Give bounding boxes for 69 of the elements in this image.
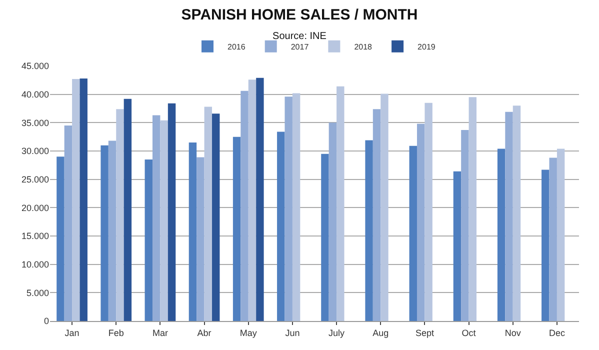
x-tick-label: Oct [462, 328, 476, 338]
bar [424, 102, 432, 321]
bar [72, 79, 80, 321]
y-tick-label: 20.000 [21, 202, 49, 213]
y-tick-label: 40.000 [21, 89, 49, 100]
legend-label: 2018 [354, 42, 373, 52]
bar [100, 145, 108, 321]
bar [277, 132, 285, 321]
y-tick-label: 25.000 [21, 174, 49, 184]
bar [232, 136, 241, 321]
x-tick-label: July [328, 328, 346, 338]
bar [453, 171, 462, 321]
y-tick-label: 5.000 [26, 288, 49, 298]
bar [365, 140, 373, 321]
chart-subtitle: Source: INE [272, 30, 327, 42]
bar [416, 124, 425, 321]
bar [497, 148, 506, 321]
x-tick-label: Jun [285, 328, 300, 338]
legend-label: 2019 [418, 42, 436, 52]
x-tick-label: Sept [415, 328, 434, 338]
bar [328, 122, 337, 321]
bar [160, 120, 168, 321]
bar [372, 109, 381, 321]
bar [256, 78, 264, 321]
chart-title: SPANISH HOME SALES / MONTH [181, 6, 418, 24]
x-tick-label: Jan [64, 328, 80, 338]
bar [56, 156, 64, 321]
bar [152, 115, 160, 321]
bar [336, 86, 344, 321]
x-tick-label: Dec [548, 328, 566, 338]
bar [144, 160, 152, 321]
bar [549, 158, 557, 321]
bar [196, 157, 204, 321]
bar [461, 130, 469, 321]
bar [64, 126, 72, 321]
bar [284, 96, 292, 321]
bar [321, 154, 329, 321]
y-tick-label: 35.000 [21, 118, 49, 128]
bar [116, 109, 124, 321]
bar [168, 103, 176, 321]
bar [468, 97, 477, 321]
bar [188, 142, 197, 321]
bar [248, 80, 256, 321]
bar [409, 146, 417, 321]
bar [556, 148, 565, 321]
x-tick-label: Mar [152, 328, 168, 338]
y-tick-label: 30.000 [21, 146, 49, 156]
legend-label: 2017 [290, 42, 310, 52]
bar [240, 90, 248, 321]
x-tick-label: Abr [197, 328, 212, 338]
y-tick-label: 10.000 [21, 259, 49, 270]
bar [124, 98, 132, 321]
x-tick-label: Nov [504, 328, 522, 338]
bar [542, 170, 550, 321]
bar [512, 106, 521, 321]
x-tick-label: May [240, 328, 258, 338]
y-tick-label: 0 [44, 316, 49, 326]
bar [108, 140, 116, 321]
y-tick-label: 45.000 [21, 61, 49, 72]
bar [292, 93, 300, 321]
bar [80, 78, 88, 321]
bar [505, 112, 513, 321]
bar [204, 106, 212, 321]
x-tick-label: Feb [108, 328, 124, 338]
bar [380, 94, 388, 321]
x-tick-label: Aug [372, 328, 389, 338]
y-tick-label: 15.000 [21, 231, 49, 242]
legend-label: 2016 [228, 42, 246, 52]
bar [212, 114, 220, 321]
